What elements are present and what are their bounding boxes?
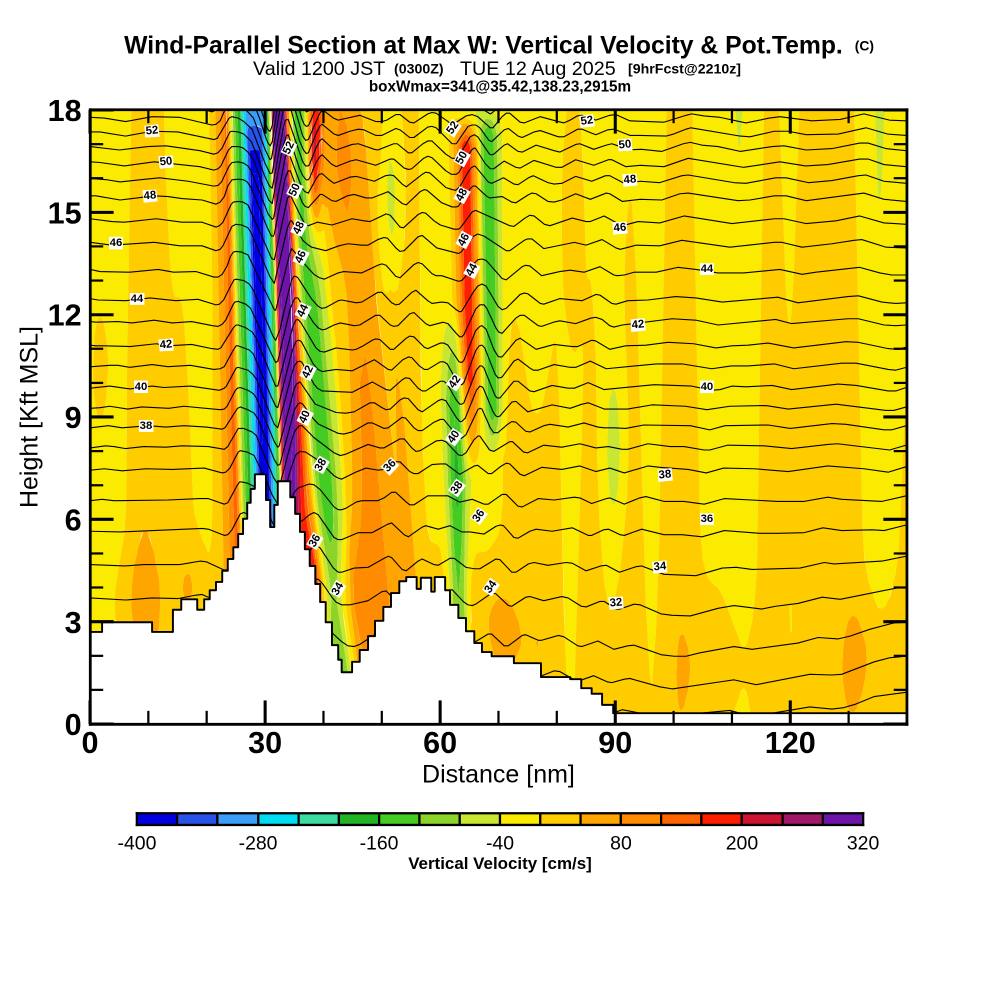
svg-text:Distance [nm]: Distance [nm] bbox=[422, 761, 575, 789]
svg-text:36: 36 bbox=[701, 513, 714, 525]
svg-text:50: 50 bbox=[618, 138, 632, 151]
svg-text:34: 34 bbox=[330, 580, 347, 598]
svg-text:50: 50 bbox=[454, 150, 471, 167]
svg-text:46: 46 bbox=[110, 237, 123, 249]
svg-text:38: 38 bbox=[140, 420, 153, 432]
svg-text:38: 38 bbox=[448, 479, 465, 496]
svg-text:[9hrFcst@2210z]: [9hrFcst@2210z] bbox=[628, 62, 741, 78]
svg-text:52: 52 bbox=[580, 114, 594, 128]
svg-text:Wind-Parallel Section at Max W: Wind-Parallel Section at Max W: Vertical… bbox=[124, 32, 843, 59]
svg-text:52: 52 bbox=[281, 140, 297, 157]
svg-text:38: 38 bbox=[313, 456, 330, 473]
svg-text:50: 50 bbox=[287, 182, 303, 199]
svg-text:-40: -40 bbox=[486, 833, 514, 855]
svg-text:Valid 1200 JST: Valid 1200 JST bbox=[253, 58, 385, 80]
svg-text:52: 52 bbox=[444, 119, 461, 136]
svg-text:38: 38 bbox=[658, 468, 672, 481]
svg-text:12: 12 bbox=[48, 299, 82, 333]
svg-text:36: 36 bbox=[307, 532, 324, 549]
svg-text:Vertical Velocity [cm/s]: Vertical Velocity [cm/s] bbox=[408, 854, 592, 873]
svg-text:32: 32 bbox=[609, 596, 623, 609]
svg-text:46: 46 bbox=[613, 221, 627, 234]
svg-text:44: 44 bbox=[701, 263, 714, 275]
svg-text:TUE 12 Aug 2025: TUE 12 Aug 2025 bbox=[460, 58, 616, 80]
svg-text:-400: -400 bbox=[117, 833, 156, 855]
svg-text:34: 34 bbox=[653, 560, 667, 573]
svg-text:50: 50 bbox=[159, 155, 173, 168]
svg-text:46: 46 bbox=[293, 249, 309, 266]
svg-text:200: 200 bbox=[726, 833, 759, 855]
svg-text:36: 36 bbox=[470, 507, 487, 524]
svg-text:90: 90 bbox=[598, 726, 632, 760]
svg-text:52: 52 bbox=[145, 124, 159, 137]
svg-text:320: 320 bbox=[847, 833, 880, 855]
svg-text:-280: -280 bbox=[239, 833, 278, 855]
svg-text:9: 9 bbox=[65, 401, 82, 435]
svg-text:Height [Kft MSL]: Height [Kft MSL] bbox=[16, 326, 44, 508]
svg-text:(0300Z): (0300Z) bbox=[394, 62, 444, 78]
svg-text:48: 48 bbox=[143, 189, 157, 202]
svg-text:48: 48 bbox=[291, 220, 307, 237]
svg-text:42: 42 bbox=[631, 318, 645, 331]
svg-text:boxWmax=341@35.42,138.23,2915m: boxWmax=341@35.42,138.23,2915m bbox=[369, 78, 631, 95]
svg-text:40: 40 bbox=[297, 409, 313, 426]
svg-text:18: 18 bbox=[48, 94, 82, 128]
svg-text:42: 42 bbox=[300, 364, 316, 381]
svg-text:40: 40 bbox=[701, 381, 714, 393]
svg-text:80: 80 bbox=[610, 833, 632, 855]
svg-text:120: 120 bbox=[765, 726, 816, 760]
svg-text:44: 44 bbox=[295, 302, 312, 319]
svg-text:0: 0 bbox=[82, 726, 99, 760]
svg-text:42: 42 bbox=[159, 338, 173, 351]
svg-text:48: 48 bbox=[454, 187, 471, 204]
svg-text:(C): (C) bbox=[855, 38, 874, 54]
svg-text:3: 3 bbox=[65, 606, 82, 640]
svg-text:40: 40 bbox=[445, 428, 462, 445]
svg-text:60: 60 bbox=[423, 726, 457, 760]
svg-text:15: 15 bbox=[48, 196, 82, 230]
svg-text:-160: -160 bbox=[360, 833, 399, 855]
svg-text:42: 42 bbox=[446, 373, 463, 390]
svg-text:44: 44 bbox=[464, 261, 481, 278]
svg-text:40: 40 bbox=[135, 381, 148, 393]
svg-text:30: 30 bbox=[248, 726, 282, 760]
svg-text:48: 48 bbox=[623, 173, 637, 186]
svg-text:6: 6 bbox=[65, 503, 82, 537]
svg-text:0: 0 bbox=[65, 708, 82, 742]
svg-text:46: 46 bbox=[456, 232, 473, 249]
svg-text:44: 44 bbox=[131, 293, 144, 305]
